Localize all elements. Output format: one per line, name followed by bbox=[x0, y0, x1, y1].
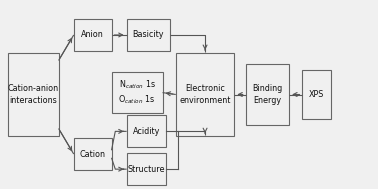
Text: Binding
Energy: Binding Energy bbox=[252, 84, 283, 105]
Bar bbox=[112, 72, 163, 113]
Text: Anion: Anion bbox=[81, 30, 104, 40]
Bar bbox=[74, 19, 112, 51]
Text: Cation: Cation bbox=[80, 149, 105, 159]
Bar bbox=[74, 138, 112, 170]
Bar bbox=[246, 64, 289, 125]
Text: XPS: XPS bbox=[309, 90, 324, 99]
Text: Basicity: Basicity bbox=[133, 30, 164, 40]
Bar bbox=[176, 53, 234, 136]
Bar bbox=[127, 115, 166, 147]
Text: Electronic
environment: Electronic environment bbox=[180, 84, 231, 105]
Bar bbox=[127, 19, 170, 51]
Text: Cation-anion
interactions: Cation-anion interactions bbox=[8, 84, 59, 105]
Text: N$_{cation}$ 1s
O$_{cation}$ 1s: N$_{cation}$ 1s O$_{cation}$ 1s bbox=[118, 79, 156, 106]
Bar bbox=[127, 153, 166, 185]
Text: Acidity: Acidity bbox=[133, 127, 160, 136]
Bar bbox=[302, 70, 331, 119]
Bar bbox=[8, 53, 59, 136]
Text: Structure: Structure bbox=[128, 165, 165, 174]
